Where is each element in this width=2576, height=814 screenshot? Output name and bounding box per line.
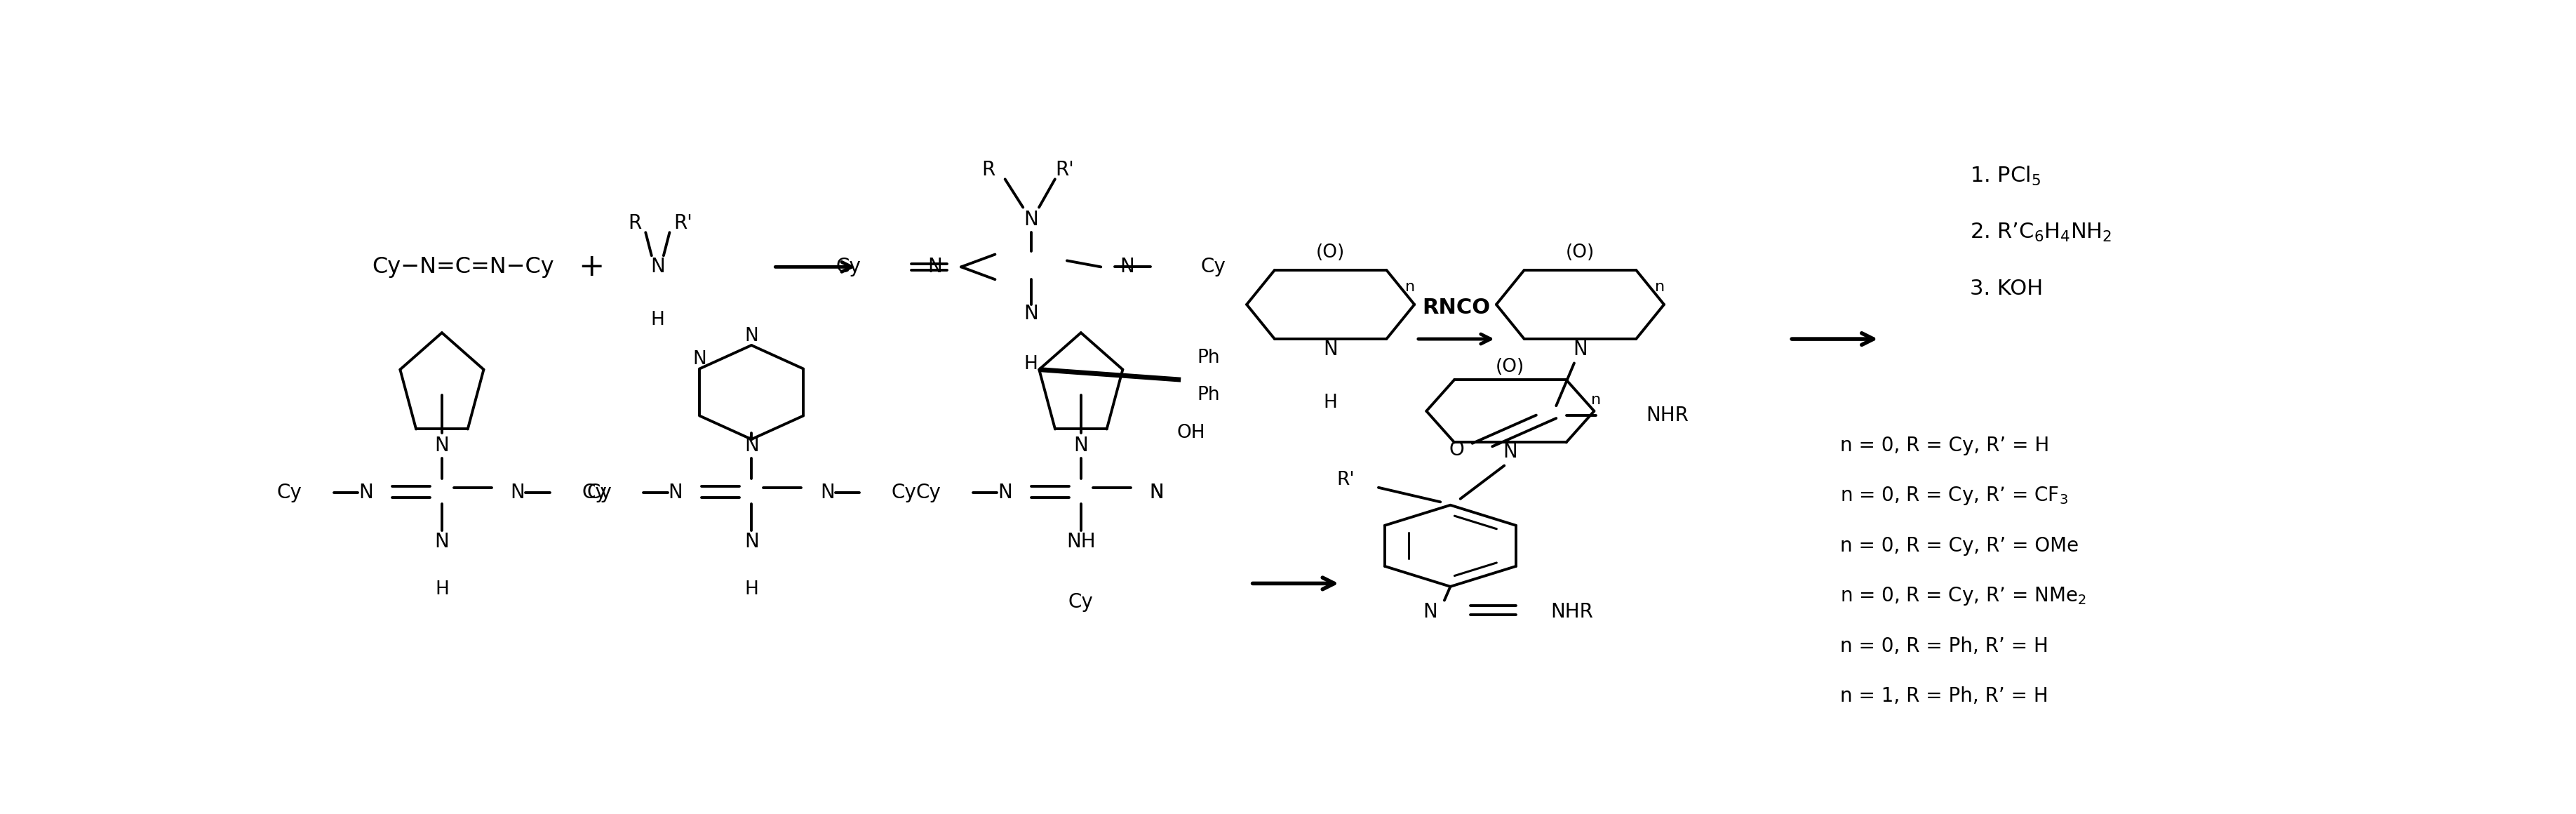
Text: NHR: NHR	[1551, 602, 1592, 621]
Text: N: N	[667, 483, 683, 502]
Text: RNCO: RNCO	[1422, 297, 1489, 317]
Text: n: n	[1404, 280, 1414, 295]
Text: n = 0, R = Cy, R’ = OMe: n = 0, R = Cy, R’ = OMe	[1839, 536, 2079, 556]
Text: n: n	[1654, 280, 1664, 295]
Text: N: N	[744, 326, 757, 345]
Text: +: +	[580, 252, 605, 282]
Text: 2. R’C$_6$H$_4$NH$_2$: 2. R’C$_6$H$_4$NH$_2$	[1968, 221, 2110, 243]
Text: n = 1, R = Ph, R’ = H: n = 1, R = Ph, R’ = H	[1839, 686, 2048, 706]
Text: N: N	[1074, 435, 1087, 455]
Text: R: R	[981, 160, 994, 180]
Text: N: N	[435, 532, 448, 551]
Text: n: n	[1592, 393, 1600, 407]
Text: N: N	[1149, 483, 1164, 502]
Text: Cy: Cy	[1069, 593, 1092, 612]
Text: N: N	[1502, 442, 1517, 462]
Text: N: N	[1324, 339, 1337, 359]
Text: N: N	[927, 257, 943, 277]
Text: N: N	[358, 483, 374, 502]
Text: n = 0, R = Cy, R’ = CF$_3$: n = 0, R = Cy, R’ = CF$_3$	[1839, 485, 2066, 506]
Text: N: N	[997, 483, 1012, 502]
Text: 1. PCl$_5$: 1. PCl$_5$	[1968, 164, 2040, 187]
Text: H: H	[1324, 393, 1337, 412]
Text: Cy: Cy	[891, 483, 917, 502]
Text: Cy: Cy	[1200, 257, 1226, 277]
Text: N: N	[510, 483, 526, 502]
Text: Ph: Ph	[1195, 387, 1218, 405]
Text: R: R	[629, 213, 641, 233]
Text: N: N	[819, 483, 835, 502]
Text: (O): (O)	[1316, 243, 1345, 262]
Text: N: N	[693, 350, 706, 369]
Text: OH: OH	[1177, 424, 1206, 442]
Text: n = 0, R = Ph, R’ = H: n = 0, R = Ph, R’ = H	[1839, 637, 2048, 656]
Text: (O): (O)	[1497, 358, 1525, 376]
Text: N: N	[1023, 304, 1038, 324]
Text: H: H	[435, 580, 448, 599]
Text: Ph: Ph	[1195, 348, 1218, 367]
Text: (O): (O)	[1566, 243, 1595, 262]
Text: O: O	[1448, 440, 1463, 459]
Text: H: H	[649, 311, 665, 330]
Text: N: N	[649, 257, 665, 277]
Text: Cy: Cy	[587, 483, 611, 502]
Text: n = 0, R = Cy, R’ = NMe$_2$: n = 0, R = Cy, R’ = NMe$_2$	[1839, 585, 2087, 607]
Text: N: N	[744, 435, 757, 455]
Text: R': R'	[1337, 470, 1355, 489]
Text: 3. KOH: 3. KOH	[1968, 278, 2043, 299]
Text: N: N	[1149, 483, 1164, 502]
Text: R': R'	[672, 213, 693, 233]
Text: Cy: Cy	[837, 257, 860, 277]
Text: N: N	[435, 435, 448, 455]
Text: N: N	[744, 532, 757, 551]
Text: N: N	[1023, 210, 1038, 230]
Text: Cy: Cy	[278, 483, 301, 502]
Text: NHR: NHR	[1646, 405, 1687, 425]
Text: H: H	[744, 580, 757, 599]
Text: R': R'	[1054, 160, 1074, 180]
Text: n = 0, R = Cy, R’ = H: n = 0, R = Cy, R’ = H	[1839, 435, 2048, 455]
Text: Cy−N=C=N−Cy: Cy−N=C=N−Cy	[371, 256, 554, 278]
Text: H: H	[1023, 355, 1038, 373]
Text: N: N	[1121, 257, 1133, 277]
Text: N: N	[1422, 602, 1437, 621]
Text: N: N	[1571, 339, 1587, 359]
Text: Cy: Cy	[917, 483, 940, 502]
Text: Cy: Cy	[582, 483, 605, 502]
Text: NH: NH	[1066, 532, 1095, 551]
